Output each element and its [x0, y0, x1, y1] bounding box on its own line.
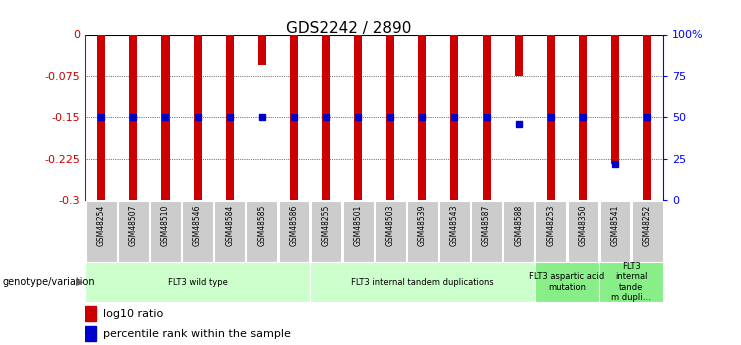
Text: GSM48254: GSM48254 — [97, 205, 106, 246]
Text: GSM48588: GSM48588 — [514, 205, 523, 246]
Bar — [643, 34, 651, 200]
Bar — [226, 34, 233, 200]
Text: GSM48541: GSM48541 — [611, 205, 619, 246]
FancyBboxPatch shape — [536, 201, 566, 262]
Bar — [482, 34, 491, 200]
Bar — [354, 34, 362, 200]
Bar — [322, 34, 330, 200]
Text: GSM48255: GSM48255 — [322, 205, 330, 246]
FancyBboxPatch shape — [150, 201, 181, 262]
Text: percentile rank within the sample: percentile rank within the sample — [102, 329, 290, 339]
Bar — [386, 34, 394, 200]
FancyBboxPatch shape — [86, 201, 116, 262]
Bar — [162, 34, 170, 200]
Bar — [547, 34, 555, 200]
Bar — [515, 34, 522, 76]
FancyBboxPatch shape — [471, 201, 502, 262]
FancyBboxPatch shape — [118, 201, 149, 262]
Bar — [290, 34, 298, 200]
FancyBboxPatch shape — [310, 201, 342, 262]
Text: GSM48585: GSM48585 — [257, 205, 266, 246]
Text: FLT3
internal
tande
m dupli…: FLT3 internal tande m dupli… — [611, 262, 651, 302]
FancyBboxPatch shape — [439, 201, 470, 262]
FancyBboxPatch shape — [85, 262, 310, 302]
Bar — [419, 34, 426, 200]
Text: FLT3 internal tandem duplications: FLT3 internal tandem duplications — [351, 277, 494, 287]
Bar — [193, 34, 202, 200]
Text: GSM48587: GSM48587 — [482, 205, 491, 246]
Bar — [130, 34, 137, 200]
Text: GSM48252: GSM48252 — [642, 205, 651, 246]
FancyBboxPatch shape — [310, 262, 535, 302]
Text: GSM48507: GSM48507 — [129, 205, 138, 246]
FancyBboxPatch shape — [599, 201, 631, 262]
FancyBboxPatch shape — [343, 201, 373, 262]
Text: GSM48546: GSM48546 — [193, 205, 202, 246]
FancyBboxPatch shape — [182, 201, 213, 262]
FancyBboxPatch shape — [632, 201, 662, 262]
Text: GSM48539: GSM48539 — [418, 205, 427, 246]
Text: genotype/variation: genotype/variation — [2, 277, 95, 287]
FancyBboxPatch shape — [568, 201, 598, 262]
Text: GSM48510: GSM48510 — [161, 205, 170, 246]
Bar — [579, 34, 587, 200]
Bar — [85, 326, 96, 341]
FancyBboxPatch shape — [535, 262, 599, 302]
Text: FLT3 wild type: FLT3 wild type — [167, 277, 227, 287]
Text: GSM48586: GSM48586 — [290, 205, 299, 246]
FancyBboxPatch shape — [599, 262, 663, 302]
Bar — [451, 34, 459, 200]
Text: log10 ratio: log10 ratio — [102, 309, 163, 319]
FancyBboxPatch shape — [279, 201, 309, 262]
Text: GSM48543: GSM48543 — [450, 205, 459, 246]
Text: GSM48501: GSM48501 — [353, 205, 362, 246]
Text: GSM48253: GSM48253 — [546, 205, 555, 246]
FancyBboxPatch shape — [407, 201, 438, 262]
FancyBboxPatch shape — [375, 201, 405, 262]
FancyBboxPatch shape — [214, 201, 245, 262]
Bar — [258, 34, 266, 65]
Bar — [97, 34, 105, 200]
FancyBboxPatch shape — [503, 201, 534, 262]
FancyBboxPatch shape — [247, 201, 277, 262]
Text: GSM48584: GSM48584 — [225, 205, 234, 246]
Text: GSM48503: GSM48503 — [386, 205, 395, 246]
Bar — [85, 306, 96, 322]
Text: ▶: ▶ — [76, 277, 84, 287]
Text: GSM48350: GSM48350 — [579, 205, 588, 246]
Text: FLT3 aspartic acid
mutation: FLT3 aspartic acid mutation — [529, 272, 605, 292]
Text: GDS2242 / 2890: GDS2242 / 2890 — [285, 21, 411, 36]
Bar — [611, 34, 619, 164]
